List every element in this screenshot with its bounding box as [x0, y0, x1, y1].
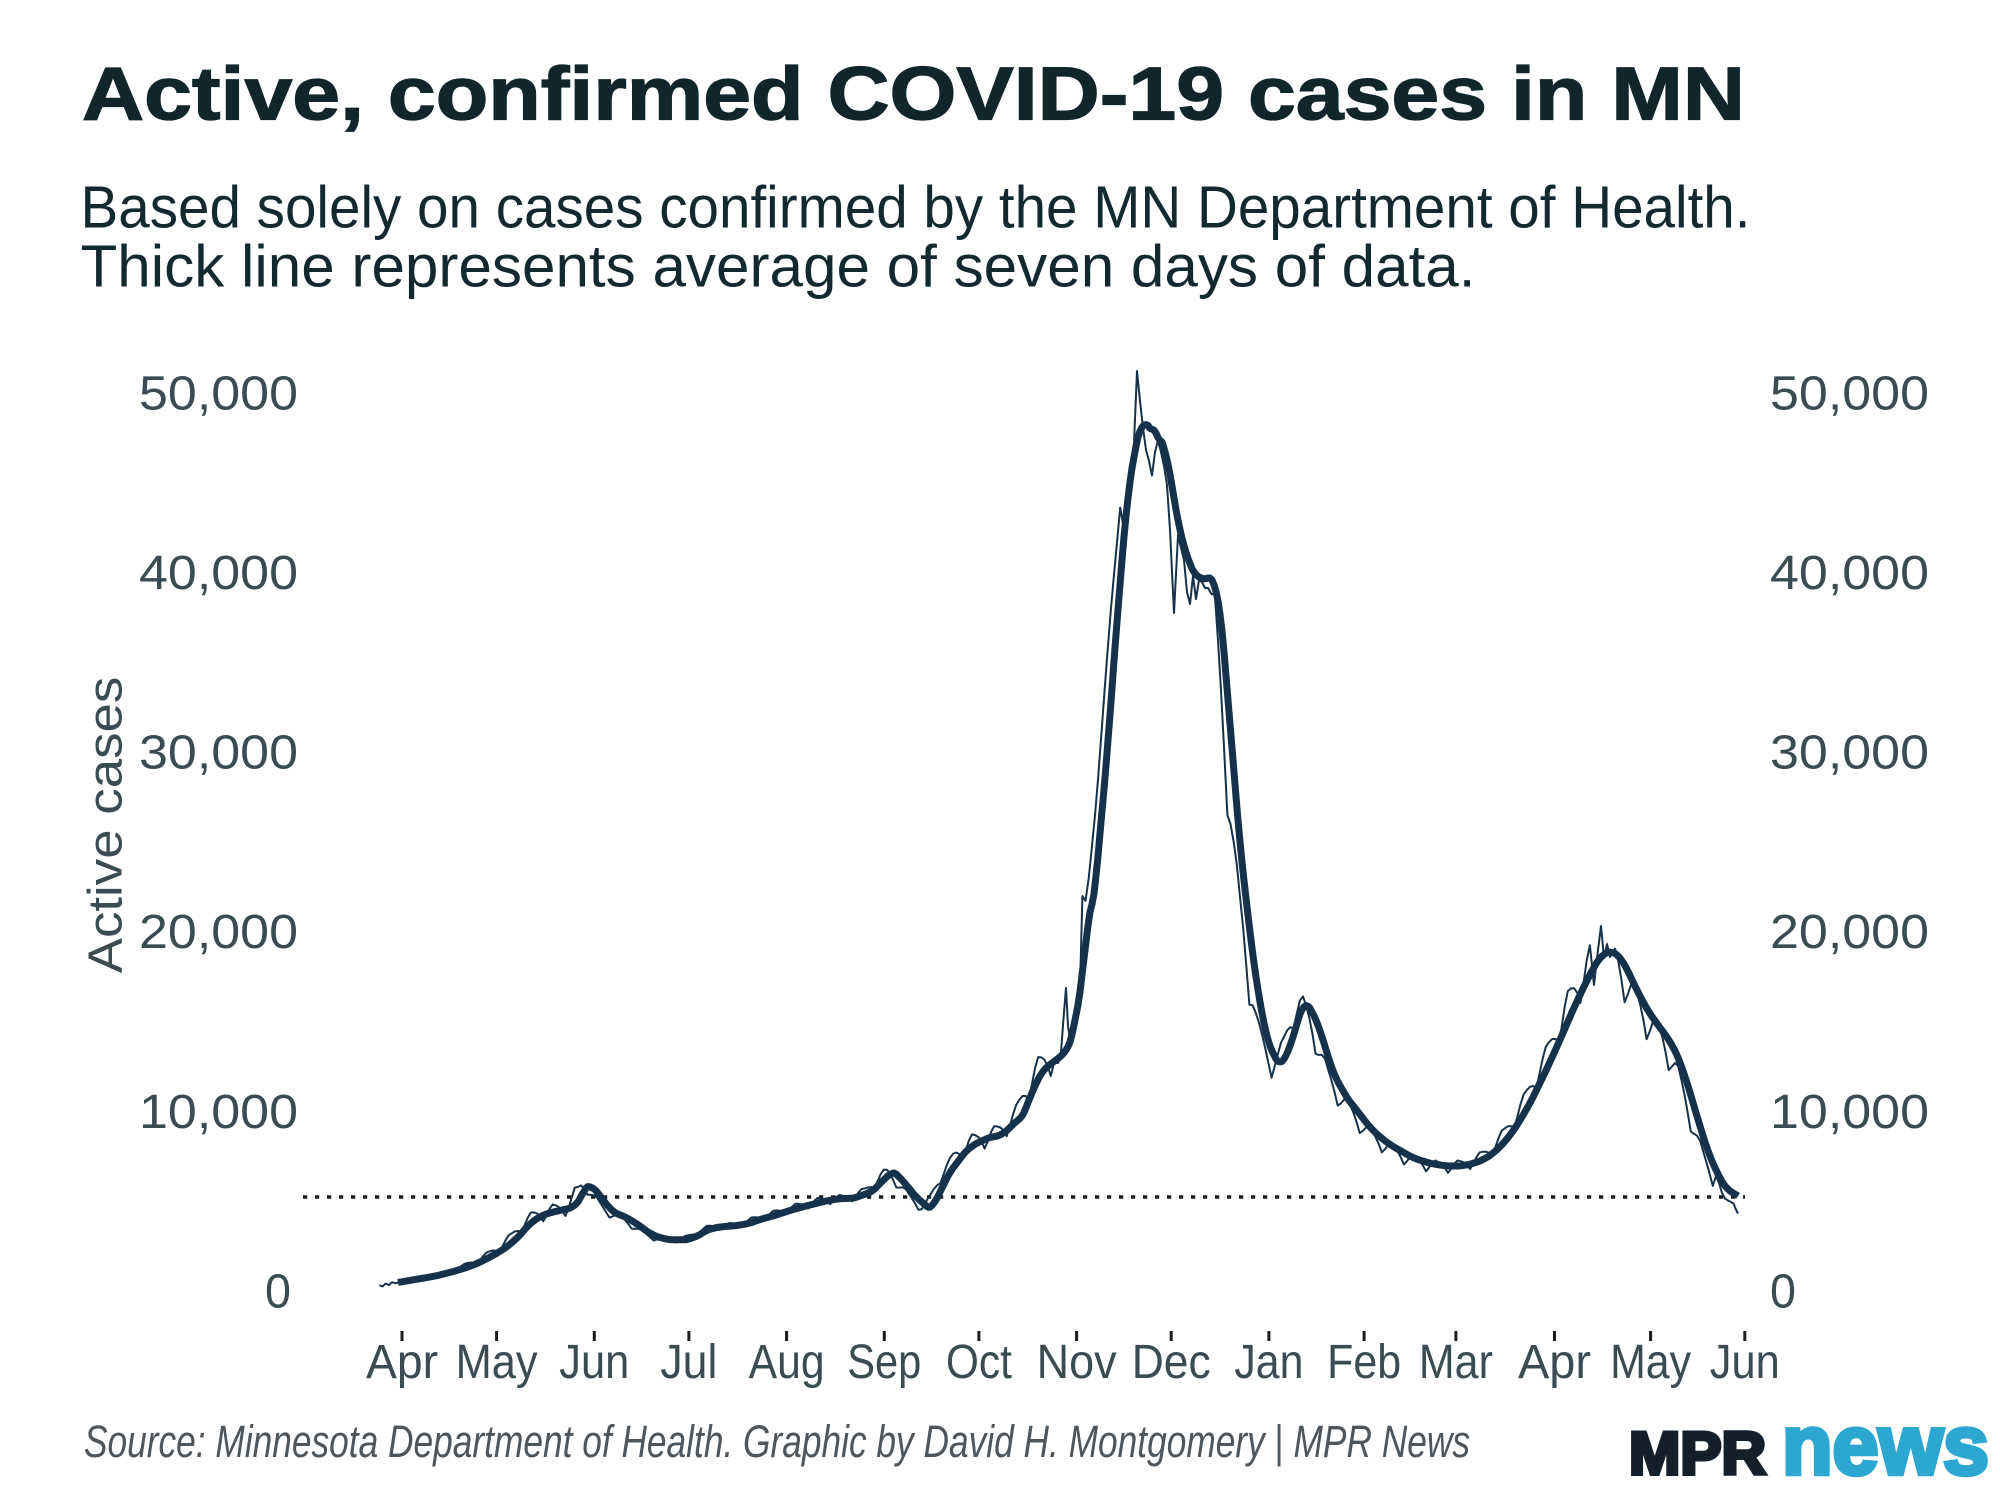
svg-text:Jun: Jun	[559, 1336, 629, 1389]
svg-text:May: May	[456, 1336, 538, 1389]
svg-text:Oct: Oct	[946, 1336, 1012, 1389]
svg-text:0: 0	[1770, 1266, 1796, 1319]
svg-text:May: May	[1610, 1336, 1691, 1389]
svg-text:0: 0	[265, 1266, 291, 1319]
svg-text:50,000: 50,000	[1770, 367, 1929, 420]
svg-text:40,000: 40,000	[139, 547, 298, 600]
svg-text:Thick line represents average: Thick line represents average of seven d…	[81, 234, 1476, 300]
svg-text:Jan: Jan	[1234, 1336, 1303, 1389]
svg-text:Based solely on cases confirme: Based solely on cases confirmed by the M…	[81, 175, 1751, 241]
svg-text:MPR: MPR	[1629, 1420, 1766, 1487]
svg-text:30,000: 30,000	[139, 727, 298, 780]
svg-text:Jun: Jun	[1710, 1336, 1780, 1389]
svg-text:Apr: Apr	[1518, 1336, 1591, 1389]
svg-text:50,000: 50,000	[139, 367, 298, 420]
svg-text:20,000: 20,000	[1770, 906, 1929, 959]
svg-text:40,000: 40,000	[1770, 547, 1929, 600]
svg-text:Jul: Jul	[660, 1336, 717, 1389]
svg-text:20,000: 20,000	[139, 906, 298, 959]
svg-text:Dec: Dec	[1132, 1336, 1211, 1389]
svg-text:10,000: 10,000	[1770, 1086, 1929, 1139]
svg-text:30,000: 30,000	[1770, 727, 1929, 780]
svg-text:Sep: Sep	[847, 1336, 921, 1389]
svg-text:Feb: Feb	[1327, 1336, 1401, 1389]
svg-text:Nov: Nov	[1037, 1336, 1117, 1389]
svg-text:news: news	[1782, 1398, 1989, 1492]
svg-text:10,000: 10,000	[139, 1086, 298, 1139]
svg-text:Active cases: Active cases	[80, 677, 133, 974]
svg-text:Active, confirmed COVID-19 cas: Active, confirmed COVID-19 cases in MN	[82, 52, 1745, 136]
svg-text:Apr: Apr	[366, 1336, 438, 1389]
svg-text:Mar: Mar	[1419, 1336, 1493, 1389]
svg-text:Source: Minnesota Department o: Source: Minnesota Department of Health. …	[84, 1416, 1470, 1467]
svg-text:Aug: Aug	[749, 1336, 825, 1389]
